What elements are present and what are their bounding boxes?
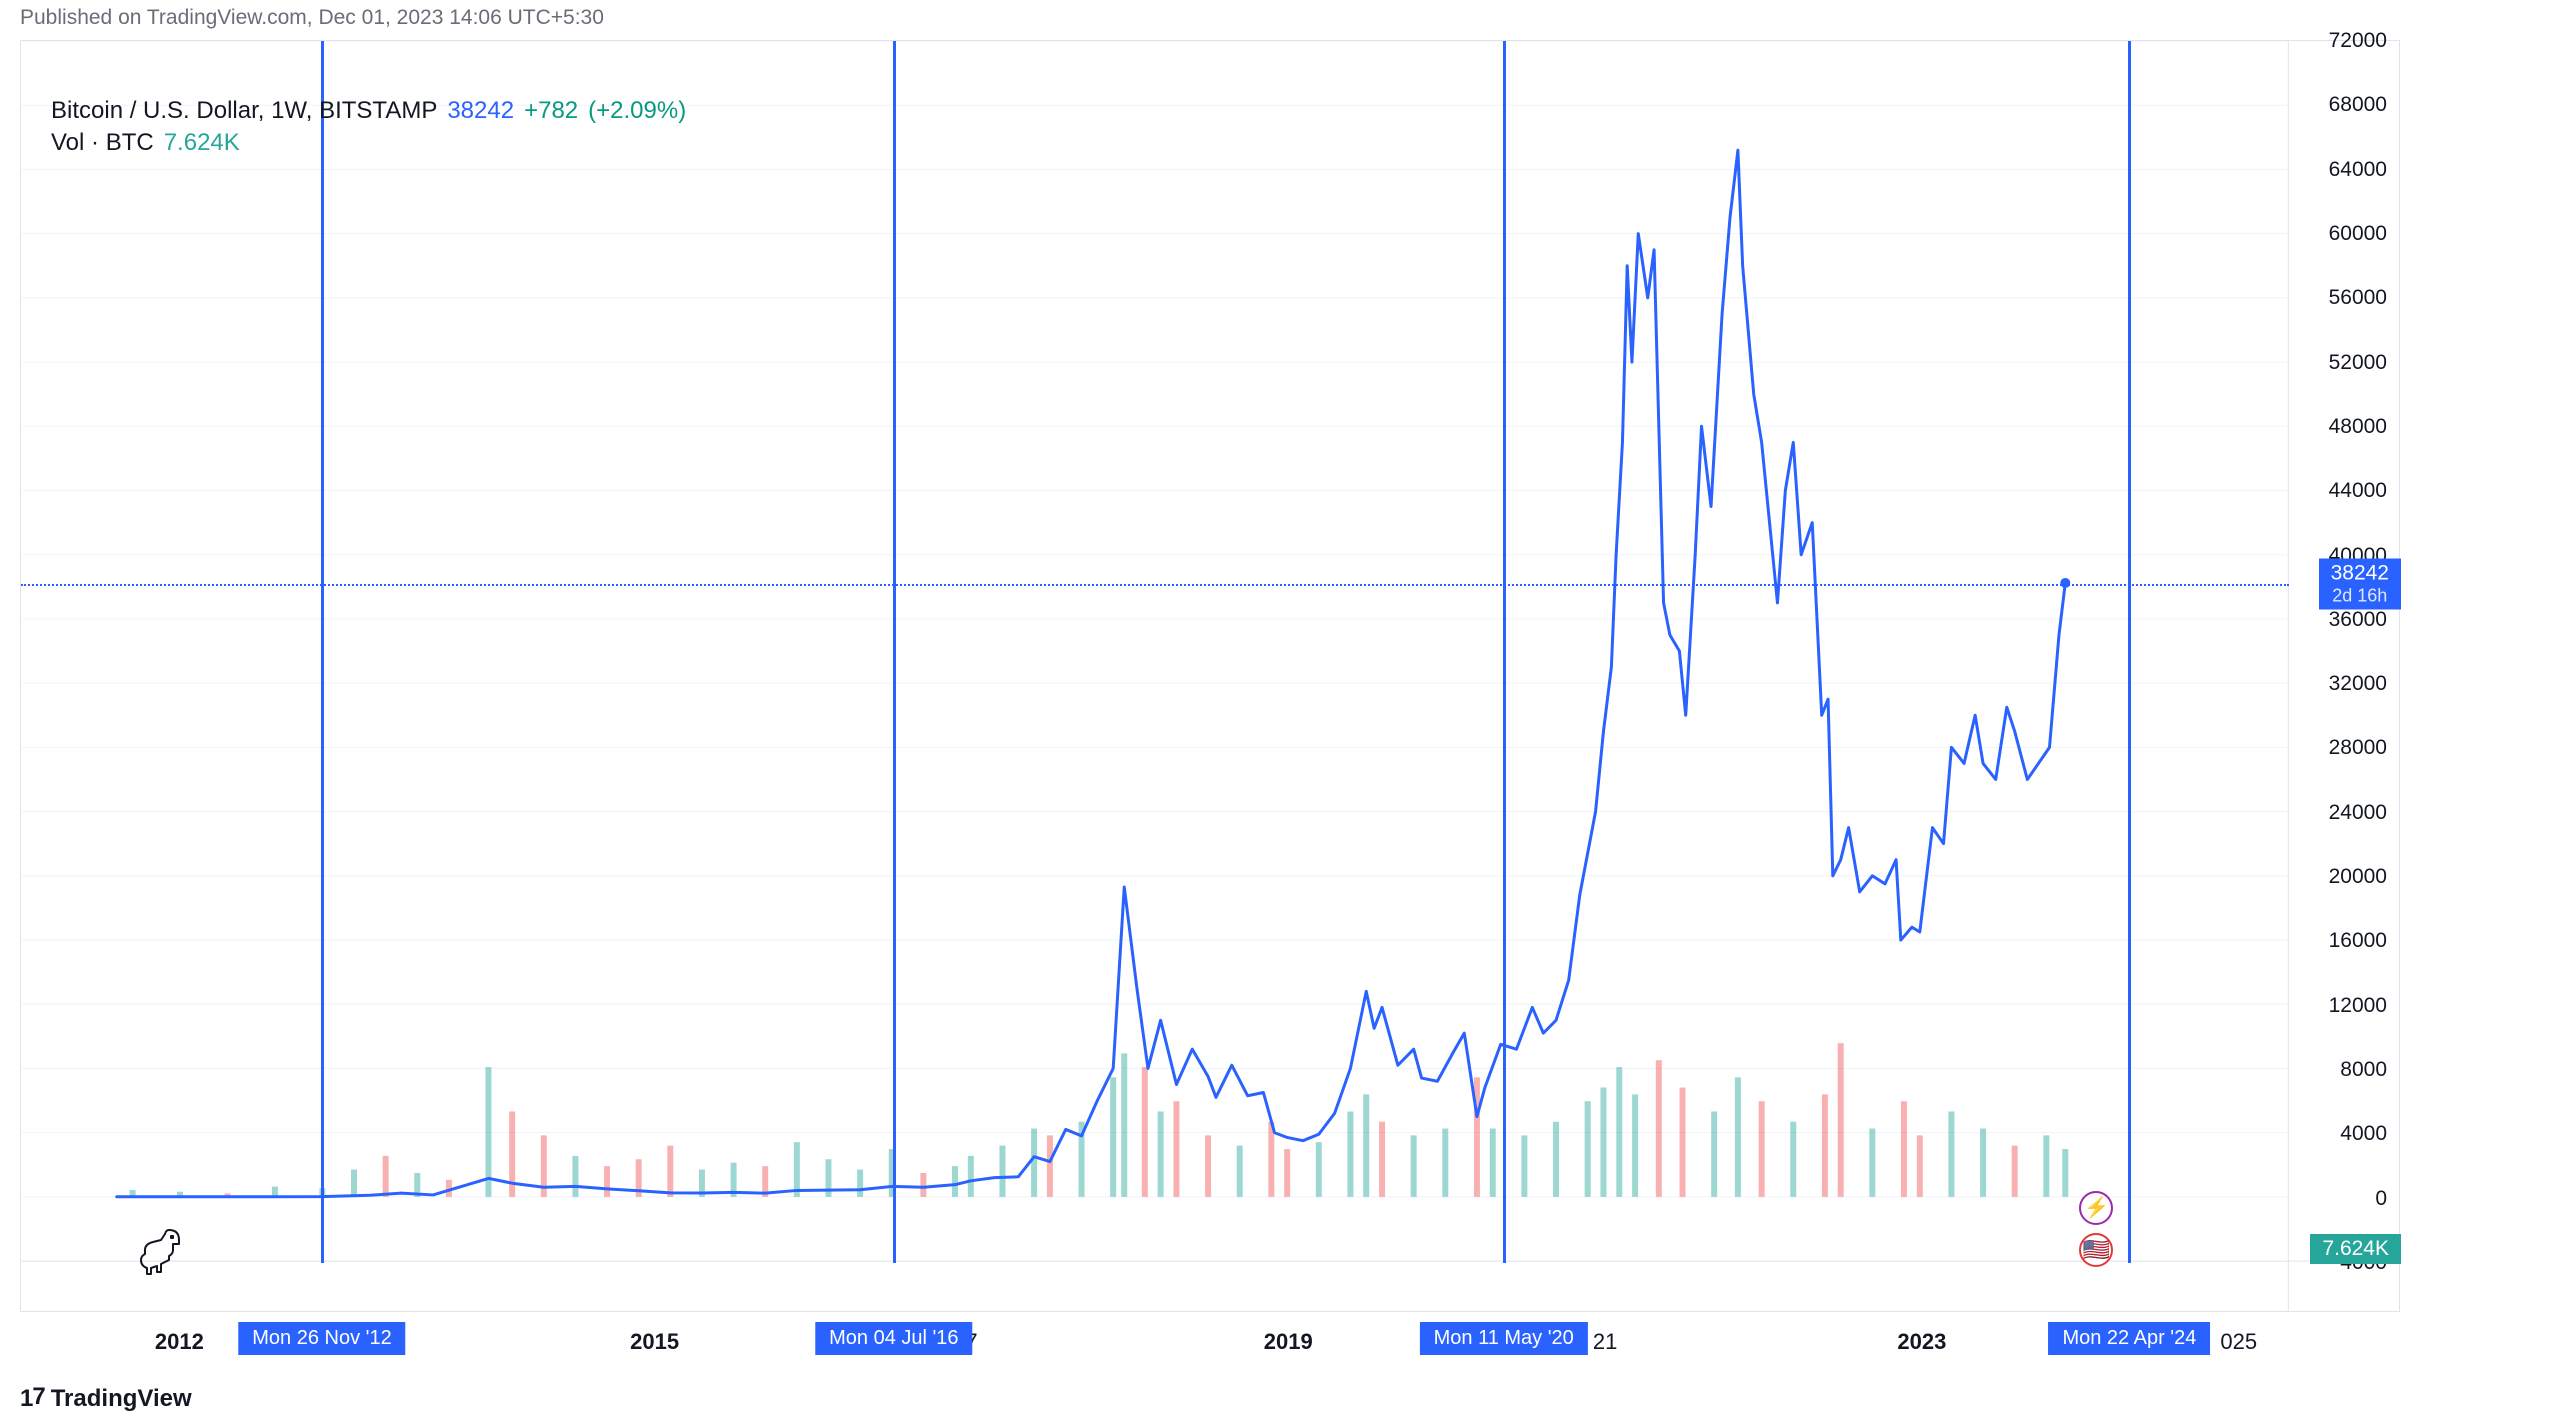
- footer-brand: 17 TradingView: [20, 1385, 192, 1413]
- tv-logo-icon: 17: [20, 1385, 45, 1413]
- x-tick-label-partial: 025: [2220, 1329, 2257, 1355]
- change-pct: (+2.09%): [588, 97, 686, 125]
- x-tick-label: 2015: [630, 1329, 679, 1355]
- x-tick-label: 2023: [1897, 1329, 1946, 1355]
- bolt-icon[interactable]: ⚡: [2079, 1191, 2113, 1225]
- vol-value: 7.624K: [164, 129, 240, 157]
- y-tick-label: 4000: [2340, 1122, 2387, 1146]
- y-tick-label: 24000: [2329, 801, 2387, 825]
- y-tick-label: 60000: [2329, 222, 2387, 246]
- y-tick-label: 72000: [2329, 29, 2387, 53]
- y-tick-label: 20000: [2329, 865, 2387, 889]
- change-abs: +782: [524, 97, 578, 125]
- halving-vline[interactable]: [893, 41, 896, 1263]
- y-tick-label: 16000: [2329, 929, 2387, 953]
- y-tick-label: 64000: [2329, 158, 2387, 182]
- dino-icon: [131, 1222, 191, 1287]
- y-tick-label: 0: [2375, 1187, 2387, 1211]
- volume-line: Vol · BTC 7.624K: [51, 129, 686, 157]
- published-line: Published on TradingView.com, Dec 01, 20…: [0, 0, 2560, 36]
- last-price: 38242: [447, 97, 514, 125]
- volume-flag: 7.624K: [2310, 1234, 2401, 1264]
- y-tick-label: 68000: [2329, 93, 2387, 117]
- halving-vline[interactable]: [1503, 41, 1506, 1263]
- halving-vline[interactable]: [2128, 41, 2131, 1263]
- current-price-line: [21, 584, 2289, 586]
- y-tick-label: 44000: [2329, 479, 2387, 503]
- halving-date-tag: Mon 11 May '20: [1420, 1322, 1588, 1355]
- published-text: Published on TradingView.com, Dec 01, 20…: [20, 6, 604, 30]
- price-flag: 382422d 16h: [2319, 558, 2401, 609]
- y-tick-label: 52000: [2329, 351, 2387, 375]
- y-tick-label: 12000: [2329, 994, 2387, 1018]
- vol-label: Vol · BTC: [51, 129, 154, 157]
- halving-date-tag: Mon 26 Nov '12: [238, 1322, 405, 1355]
- x-tick-label: 2019: [1264, 1329, 1313, 1355]
- halving-date-tag: Mon 22 Apr '24: [2048, 1322, 2210, 1355]
- y-tick-label: 8000: [2340, 1058, 2387, 1082]
- halving-vline[interactable]: [321, 41, 324, 1263]
- chart-screenshot: Published on TradingView.com, Dec 01, 20…: [0, 0, 2560, 1423]
- y-tick-label: 36000: [2329, 608, 2387, 632]
- chart-svg[interactable]: [21, 41, 2399, 1311]
- flag-icon[interactable]: 🇺🇸: [2079, 1233, 2113, 1267]
- x-tick-label: 2012: [155, 1329, 204, 1355]
- y-tick-label: 28000: [2329, 736, 2387, 760]
- y-tick-label: 32000: [2329, 672, 2387, 696]
- x-tick-label-partial: 21: [1593, 1329, 1617, 1355]
- brand-text: TradingView: [51, 1385, 192, 1413]
- symbol-name: Bitcoin / U.S. Dollar, 1W, BITSTAMP: [51, 97, 437, 125]
- y-tick-label: 56000: [2329, 286, 2387, 310]
- symbol-info: Bitcoin / U.S. Dollar, 1W, BITSTAMP 3824…: [51, 97, 686, 157]
- halving-date-tag: Mon 04 Jul '16: [815, 1322, 972, 1355]
- chart-area[interactable]: Bitcoin / U.S. Dollar, 1W, BITSTAMP 3824…: [20, 40, 2400, 1312]
- y-tick-label: 48000: [2329, 415, 2387, 439]
- symbol-line: Bitcoin / U.S. Dollar, 1W, BITSTAMP 3824…: [51, 97, 686, 125]
